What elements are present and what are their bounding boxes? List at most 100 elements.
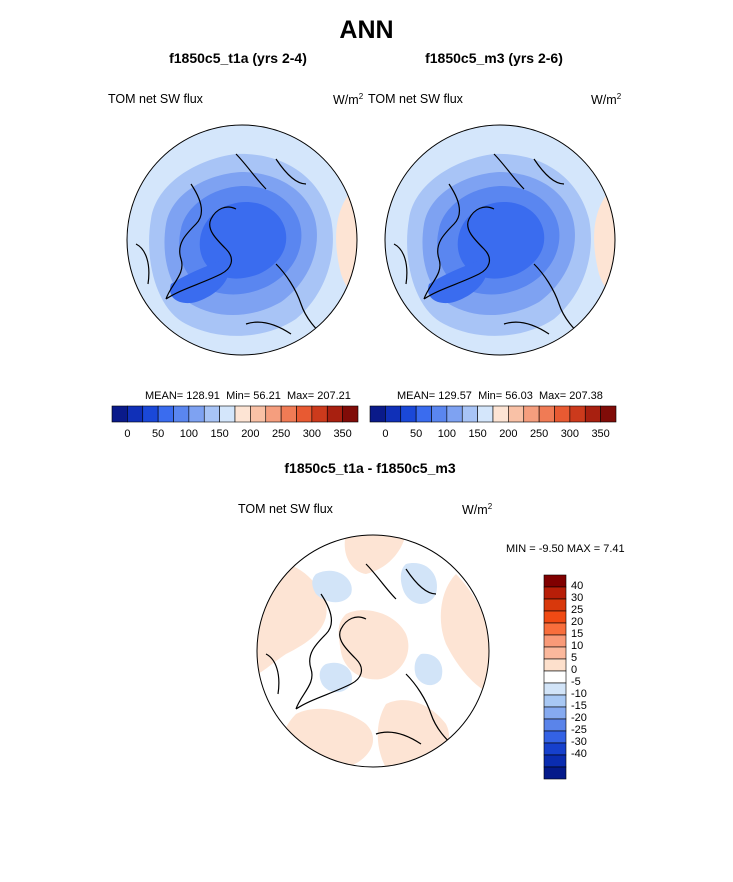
panel2-max-label: Max= — [538, 390, 567, 402]
panel3-colorbar-box — [543, 574, 567, 588]
panel3-min-value: -9.50 — [538, 543, 564, 555]
panel3-colorbar-tick-label: 25 — [571, 604, 584, 616]
panel3-max-label: MAX = — [566, 543, 601, 555]
panel3-colorbar-tick-label: 20 — [571, 616, 584, 628]
panel3-colorbar-tick-label: -15 — [571, 700, 587, 712]
panel1-colorbar-box — [280, 405, 297, 423]
panel1-colorbar-tick-label: 150 — [210, 428, 229, 440]
panel2-colorbar-tick-label: 0 — [382, 428, 389, 440]
panel3-colorbar-tick-label: -25 — [571, 724, 587, 736]
page-title: ANN — [339, 16, 394, 44]
panel3-variable-label: TOM net SW flux — [238, 502, 333, 516]
panel1-colorbar-box — [250, 405, 267, 423]
panel2-colorbar-box — [369, 405, 386, 423]
panel3-min-label: MIN = — [506, 543, 536, 555]
panel3-cool-patch-e — [414, 653, 443, 686]
panel2-coastlines — [393, 153, 585, 340]
panel1-min-label: Min= — [226, 390, 251, 402]
panel2-colorbar-box — [431, 405, 448, 423]
panel3-colorbar-box — [543, 706, 567, 720]
panel2-colorbar-box — [523, 405, 540, 423]
panel3-colorbar-tick-label: 10 — [571, 640, 584, 652]
panel3-colorbar-box — [543, 646, 567, 660]
panel1-variable-label: TOM net SW flux — [108, 92, 203, 106]
panel3-units: W/m2 — [462, 502, 492, 517]
panel1-colorbar-box — [111, 405, 128, 423]
panel2-min-label: Min= — [478, 390, 503, 402]
panel2-min-value: 56.03 — [505, 390, 533, 402]
panel1-colorbar-box — [219, 405, 236, 423]
panel3-colorbar-box — [543, 610, 567, 624]
panel1-coastlines — [135, 153, 327, 340]
panel2-colorbar-tick-label: 300 — [560, 428, 580, 440]
panel3-cool-patch-ne — [400, 563, 437, 604]
panel1-title: f1850c5_t1a (yrs 2-4) — [169, 50, 307, 66]
panel3-colorbar-tick-label: -20 — [571, 712, 587, 724]
panel1-colorbar-ticks: 0 50 100 150 200 250 300 350 — [112, 428, 358, 442]
panel2-mean-value: 129.57 — [438, 390, 472, 402]
panel3-title: f1850c5_t1a - f1850c5_m3 — [284, 460, 456, 476]
panel1-colorbar-tick-label: 100 — [179, 428, 199, 440]
panel3-colorbar-box — [543, 766, 567, 780]
panel2-colorbar-ticks: 0 50 100 150 200 250 300 350 — [370, 428, 616, 442]
panel3-colorbar-tick-label: -10 — [571, 688, 587, 700]
panel2-units: W/m2 — [591, 92, 621, 107]
panel3-units-base: W/m — [462, 503, 488, 518]
panel2-variable-label: TOM net SW flux — [368, 92, 463, 106]
panel1-mean-label: MEAN= — [145, 390, 184, 402]
panel1-min-value: 56.21 — [253, 390, 281, 402]
panel3-max-value: 7.41 — [603, 543, 625, 555]
panel1-units-base: W/m — [333, 93, 359, 108]
panel2-colorbar-box — [461, 405, 478, 423]
panel2-colorbar-box — [508, 405, 525, 423]
panel3-colorbar-box — [543, 682, 567, 696]
panel2-colorbar-box — [446, 405, 463, 423]
panel3-colorbar-box — [543, 694, 567, 708]
panel2-colorbar-tick-label: 50 — [410, 428, 423, 440]
panel2-units-exp: 2 — [616, 92, 622, 101]
panel3-coastlines — [265, 563, 457, 750]
panel2-colorbar-tick-label: 200 — [499, 428, 518, 440]
panel3-warm-patch-n — [344, 535, 406, 574]
panel1-units: W/m2 — [333, 92, 363, 107]
panel2-map-border — [384, 124, 616, 356]
panel3-colorbar-box — [543, 742, 567, 756]
panel2-colorbar-box — [600, 405, 617, 423]
panel3-warm-patch-center — [338, 610, 409, 680]
panel1-units-exp: 2 — [358, 92, 364, 101]
panel2-colorbar-tick-label: 350 — [591, 428, 610, 440]
panel2-colorbar-box — [400, 405, 417, 423]
panel3-colorbar — [543, 574, 567, 780]
panel2-colorbar-box — [554, 405, 571, 423]
panel2-title: f1850c5_m3 (yrs 2-6) — [425, 50, 563, 66]
panel1-max-value: 207.21 — [317, 390, 351, 402]
panel3-colorbar-tick-label: -5 — [571, 676, 581, 688]
panel2-colorbar-box — [584, 405, 601, 423]
panel2-max-value: 207.38 — [569, 390, 603, 402]
panel1-colorbar-tick-label: 350 — [333, 428, 352, 440]
panel1-colorbar-box — [188, 405, 205, 423]
panel1-colorbar-box — [127, 405, 144, 423]
panel3-colorbar-tick-label: 0 — [571, 664, 578, 676]
panel1-mean-value: 128.91 — [186, 390, 220, 402]
panel3-cool-patch-nw — [312, 570, 352, 603]
panel3-colorbar-box — [543, 658, 567, 672]
panel2-greenland-blue — [428, 259, 488, 304]
panel3-colorbar-box — [543, 598, 567, 612]
panel2-colorbar — [369, 405, 617, 423]
panel1-colorbar-tick-label: 300 — [302, 428, 322, 440]
panel3-colorbar-box — [543, 634, 567, 648]
panel2-deep-blue-core — [457, 202, 545, 279]
panel2-colorbar-box — [385, 405, 402, 423]
panel1-colorbar-box — [173, 405, 190, 423]
panel1-colorbar-box — [203, 405, 220, 423]
panel3-colorbar-tick-label: 5 — [571, 652, 578, 664]
panel1-stats: MEAN= 128.91 Min= 56.21 Max= 207.21 — [145, 390, 351, 402]
panel3-cool-patch-sw — [319, 662, 352, 693]
panel2-stats: MEAN= 129.57 Min= 56.03 Max= 207.38 — [397, 390, 603, 402]
panel2-colorbar-box — [477, 405, 494, 423]
panel3-polar-map — [256, 534, 490, 768]
panel1-colorbar-box — [157, 405, 174, 423]
panel1-colorbar-tick-label: 200 — [241, 428, 260, 440]
panel1-colorbar-tick-label: 50 — [152, 428, 165, 440]
